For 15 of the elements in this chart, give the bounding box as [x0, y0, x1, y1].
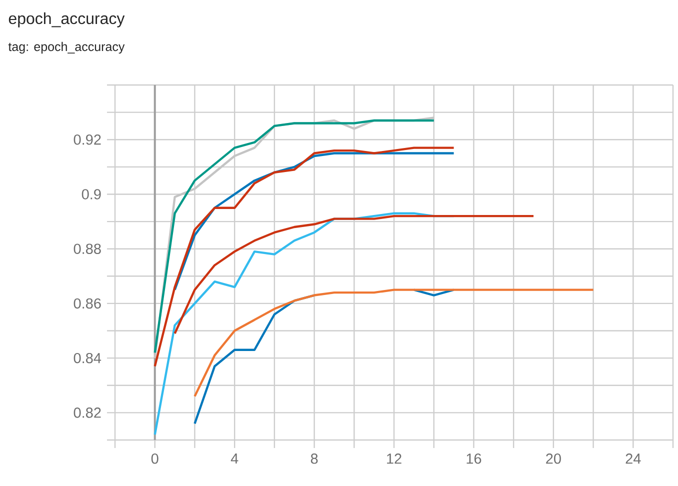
- y-tick-label: 0.88: [74, 244, 101, 254]
- y-tick-label: 0.9: [82, 189, 101, 200]
- x-tick-label: 24: [626, 454, 641, 464]
- x-tick-label: 4: [230, 454, 238, 464]
- x-tick-label: 16: [466, 454, 482, 464]
- x-tick-label: 12: [387, 454, 402, 464]
- chart-subtitle: tag: epoch_accuracy: [8, 42, 125, 54]
- y-tick-label: 0.86: [74, 298, 101, 309]
- y-tick-label: 0.92: [74, 134, 101, 145]
- y-tick-label: 0.82: [74, 408, 101, 418]
- x-tick-label: 0: [151, 454, 158, 464]
- x-tick-label: 8: [310, 454, 318, 464]
- x-tick-label: 20: [546, 454, 561, 464]
- chart-title: epoch_accuracy: [8, 12, 125, 28]
- y-tick-label: 0.84: [74, 352, 102, 364]
